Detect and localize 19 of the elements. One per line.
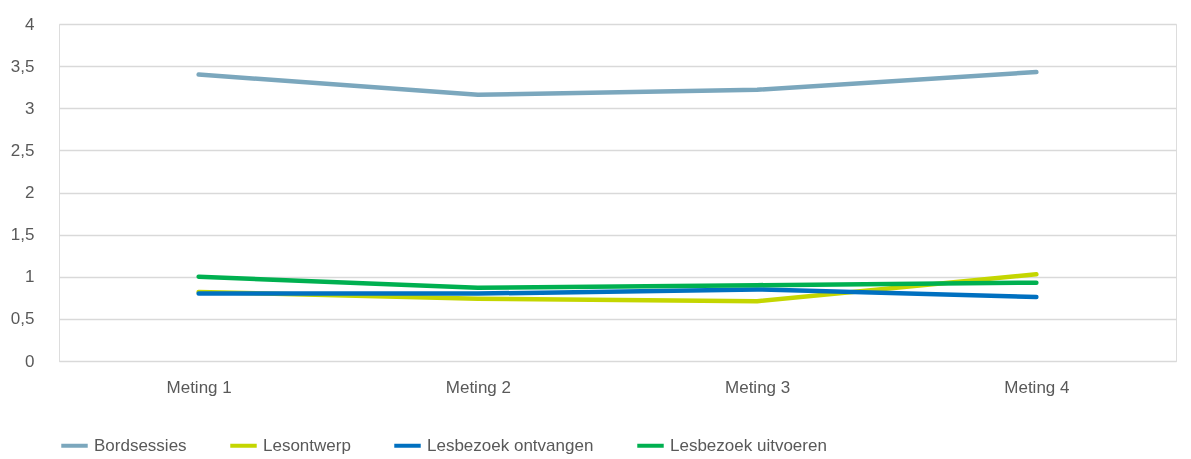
x-tick-label: Meting 2 [445,377,511,397]
legend-label: Bordsessies [94,435,187,455]
x-tick-label: Meting 1 [166,377,232,397]
y-tick-label: 3 [25,98,35,118]
y-tick-label: 4 [25,14,35,34]
y-tick-label: 0 [25,351,35,371]
y-tick-label: 2,5 [10,140,35,160]
y-tick-label: 0,5 [10,309,35,329]
legend-label: Lesontwerp [263,435,351,455]
legend-label: Lesbezoek ontvangen [427,435,594,455]
x-tick-label: Meting 3 [725,377,791,397]
y-tick-label: 3,5 [10,56,35,76]
legend-label: Lesbezoek uitvoeren [670,435,827,455]
line-series [196,274,1039,290]
x-tick-label: Meting 4 [1004,377,1070,397]
line-series [196,69,1039,98]
y-tick-label: 1 [25,267,35,287]
y-tick-label: 1,5 [10,225,35,245]
y-tick-label: 2 [25,183,35,202]
